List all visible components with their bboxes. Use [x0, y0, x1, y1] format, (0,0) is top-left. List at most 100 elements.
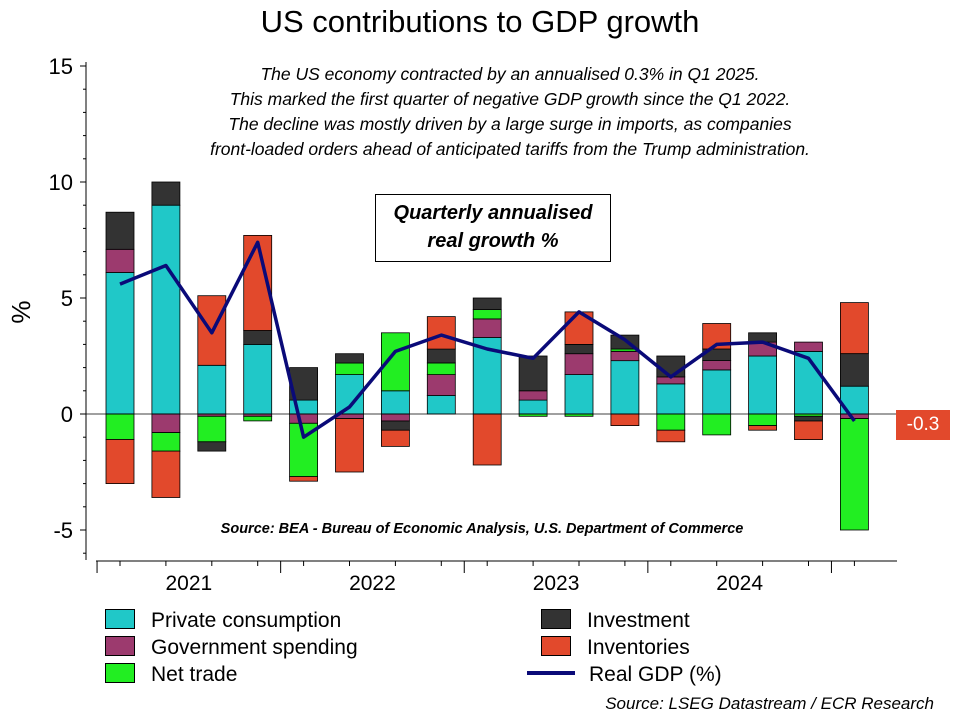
note-line: This marked the first quarter of negativ…	[229, 89, 791, 109]
bar-segment	[794, 350, 823, 415]
bar-segment	[610, 360, 640, 415]
y-axis-label: %	[6, 300, 36, 323]
gdp-line	[119, 240, 856, 439]
last-value-badge: -0.3	[896, 410, 950, 440]
bar-segment	[335, 353, 364, 364]
bar-segment	[151, 450, 181, 498]
bar-segment	[105, 211, 135, 250]
bar-segment	[426, 374, 456, 396]
legend-label: Real GDP (%)	[589, 663, 722, 686]
bar-segment	[426, 348, 456, 364]
bar-segment	[518, 390, 548, 401]
bar-segment	[794, 341, 823, 352]
bar-segment	[197, 441, 227, 452]
legend-swatch	[105, 663, 135, 684]
bar-segment	[151, 432, 181, 452]
legend-item-real-gdp: Real GDP (%)	[527, 663, 722, 691]
bar-segment	[105, 439, 135, 484]
bar-segment	[472, 318, 502, 338]
bar-segment	[380, 420, 410, 431]
legend-label: Private consumption	[151, 609, 342, 632]
legend-swatch	[541, 636, 571, 657]
y-tick-label: 10	[49, 170, 73, 195]
bar-segment	[380, 429, 410, 447]
bar-segment	[243, 330, 273, 345]
bar-segment	[426, 362, 456, 376]
bar-segment	[840, 302, 869, 355]
x-tick-label: 2023	[533, 572, 580, 595]
bar-segment	[472, 413, 502, 466]
bar-segment	[380, 413, 410, 422]
bar-segment	[794, 415, 823, 422]
bar-segment	[472, 297, 502, 311]
chart-title: US contributions to GDP growth	[260, 4, 700, 39]
legend-item-private-consumption: Private consumption	[105, 609, 341, 637]
y-tick-label: 0	[61, 402, 73, 427]
bar-segment	[472, 309, 502, 320]
y-tick-label: 15	[49, 54, 73, 79]
bar-segment	[656, 413, 686, 431]
x-tick-label: 2022	[349, 572, 396, 595]
inner-source-note: Source: BEA - Bureau of Economic Analysi…	[220, 521, 744, 537]
bar-segment	[426, 316, 456, 350]
bar-segment	[564, 374, 594, 415]
bar-segment	[335, 362, 364, 376]
note-line: The decline was mostly driven by a large…	[228, 114, 792, 134]
x-tick-label: 2021	[165, 572, 212, 595]
growth-label-box: Quarterly annualised real growth %	[375, 194, 611, 262]
bar-segment	[748, 355, 777, 415]
bar-segment	[197, 415, 227, 443]
bar-segment	[105, 272, 135, 415]
legend-label: Investment	[587, 609, 690, 632]
legend-swatch	[105, 609, 135, 630]
bar-segment	[151, 413, 181, 434]
bar-segment	[518, 355, 548, 392]
legend-label: Inventories	[587, 636, 690, 659]
bar-segment	[840, 353, 869, 387]
bar-segment	[380, 390, 410, 415]
bar-segment	[243, 415, 273, 422]
bar-segment	[794, 420, 823, 441]
bar-segment	[656, 383, 686, 415]
box-label-line: Quarterly annualised	[393, 202, 593, 224]
legend-swatch	[105, 636, 135, 657]
legend-line-swatch	[527, 671, 575, 676]
note-line: front-loaded orders ahead of anticipated…	[210, 139, 810, 159]
bar-segment	[702, 413, 732, 436]
note-line: The US economy contracted by an annualis…	[260, 64, 760, 84]
chart-note: The US economy contracted by an annualis…	[110, 62, 910, 162]
bar-segment	[426, 394, 456, 415]
bar-segment	[335, 418, 364, 473]
legend-label: Net trade	[151, 663, 238, 686]
bar-segment	[564, 353, 594, 376]
legend-item-inventories: Inventories	[541, 636, 690, 664]
bar-segment	[748, 425, 777, 431]
box-label-line: real growth %	[427, 230, 559, 252]
bar-segment	[289, 413, 319, 424]
bar-segment	[564, 343, 594, 355]
bar-segment	[840, 413, 869, 419]
bar-segment	[105, 248, 135, 273]
bar-segment	[518, 399, 548, 415]
bar-segment	[289, 476, 319, 482]
x-tick-label: 2024	[716, 572, 763, 595]
y-tick-label: 5	[61, 286, 73, 311]
bar-segment	[748, 413, 777, 427]
legend-label: Government spending	[151, 636, 358, 659]
bar-segment	[840, 418, 869, 531]
bar-segment	[656, 355, 686, 378]
bar-segment	[197, 364, 227, 415]
legend-item-net-trade: Net trade	[105, 663, 237, 691]
legend-item-investment: Investment	[541, 609, 690, 637]
bar-segment	[610, 413, 640, 427]
bar-segment	[702, 360, 732, 371]
bar-segment	[702, 369, 732, 415]
legend-swatch	[541, 609, 571, 630]
legend-item-government-spending: Government spending	[105, 636, 358, 664]
bar-segment	[656, 429, 686, 443]
bar-segment	[151, 204, 181, 415]
bar-segment	[105, 413, 135, 440]
y-tick-label: -5	[53, 518, 73, 543]
footer-source: Source: LSEG Datastream / ECR Research	[605, 694, 934, 713]
